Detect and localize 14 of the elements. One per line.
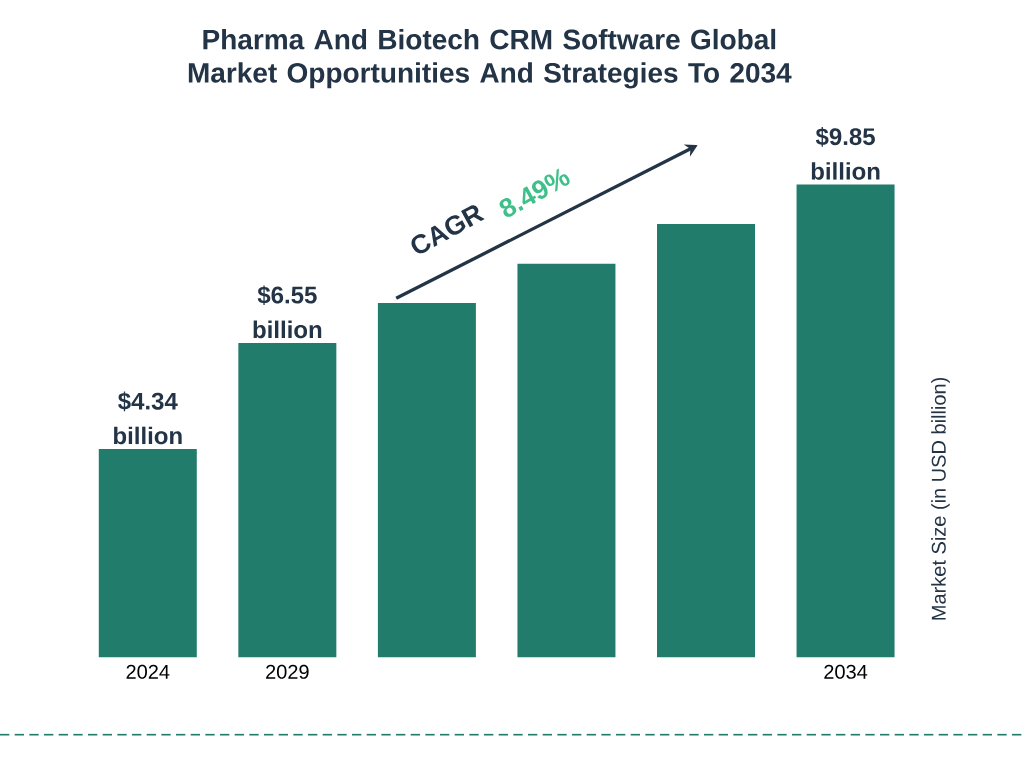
bar <box>238 342 337 658</box>
bar <box>657 223 756 658</box>
x-tick-label: 2029 <box>266 664 309 679</box>
bar <box>517 263 616 658</box>
data-label: $6.55 billion <box>253 285 322 339</box>
data-label: $4.34 billion <box>114 391 182 445</box>
x-tick-label: 2024 <box>126 664 170 679</box>
bar <box>98 449 197 658</box>
data-label: $9.85 billion <box>811 127 880 180</box>
bar <box>377 303 476 658</box>
bar <box>796 184 895 658</box>
x-tick-label: 2034 <box>824 664 868 679</box>
y-axis-title: Market Size (in USD billion) <box>931 377 950 620</box>
chart-title: Pharma And Biotech CRM Software Global Market Opportunities And Strategies To 2034 <box>188 28 792 89</box>
